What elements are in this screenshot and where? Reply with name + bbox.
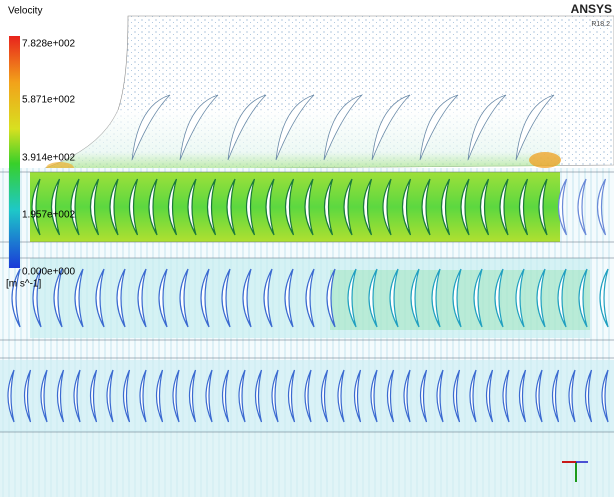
legend-label: 1.957e+002 bbox=[22, 210, 76, 221]
legend-label: 3.914e+002 bbox=[22, 153, 76, 164]
legend-label: 0.000e+000 bbox=[22, 267, 76, 278]
page: Velocity [m s^-1] 7.828e+002 5.871e+002 3.… bbox=[0, 0, 614, 497]
legend-unit: [m s^-1] bbox=[6, 279, 41, 290]
legend-title: Velocity bbox=[8, 6, 42, 17]
hot-spot bbox=[529, 152, 561, 168]
logo-version: R18.2 bbox=[591, 21, 610, 28]
vector-plot: Velocity [m s^-1] 7.828e+002 5.871e+002 3.… bbox=[0, 0, 614, 497]
logo-name: ANSYS bbox=[571, 2, 612, 16]
field-lower bbox=[0, 430, 614, 497]
color-bar bbox=[9, 36, 20, 268]
legend-label: 7.828e+002 bbox=[22, 39, 76, 50]
legend-label: 5.871e+002 bbox=[22, 95, 76, 106]
